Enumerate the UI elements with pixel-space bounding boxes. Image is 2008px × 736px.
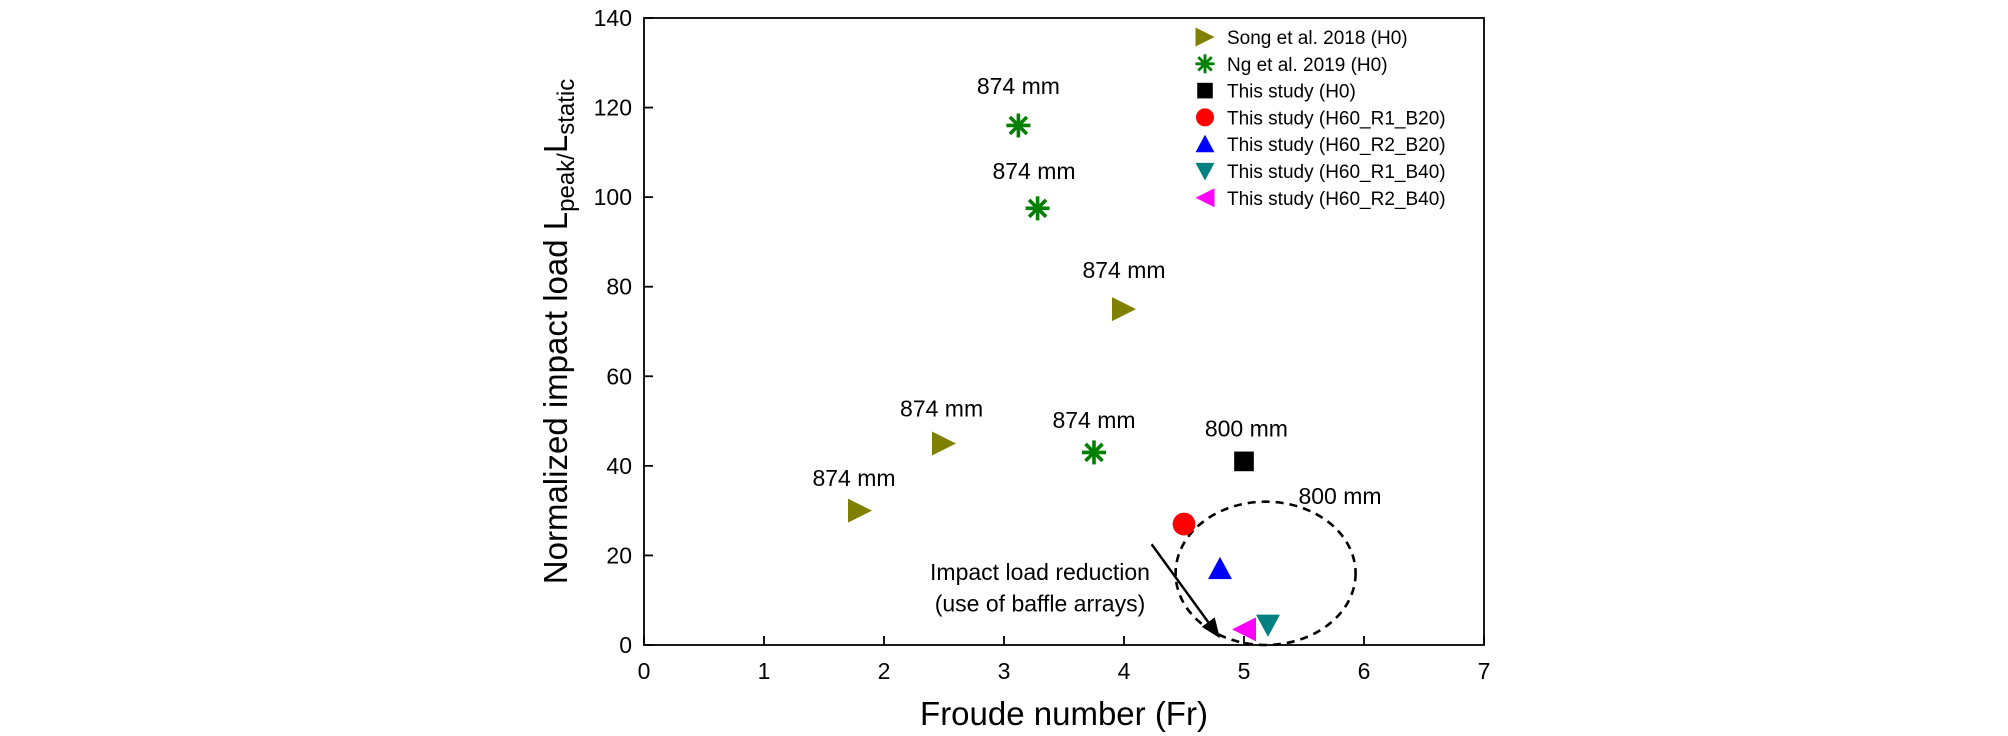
asterisk-stroke (1008, 115, 1029, 136)
annotation-label: 874 mm (812, 465, 895, 491)
legend-label: This study (H0) (1227, 82, 1356, 103)
data-point (932, 431, 956, 456)
annotation-label: (use of baffle arrays) (935, 590, 1146, 616)
y-tick-label: 120 (594, 95, 632, 121)
legend-marker (1195, 162, 1215, 181)
legend-label: This study (H60_R1_B40) (1227, 162, 1446, 183)
y-tick-label: 100 (594, 184, 632, 210)
annotations-layer: 874 mm 874 mm 874 mm 874 mm 874 mm 874 mm 800 … (812, 73, 1382, 647)
legend-marker (1195, 27, 1215, 47)
legend-marker (1195, 108, 1215, 127)
data-point (1082, 440, 1106, 465)
legend-label: Ng et al. 2019 (H0) (1227, 55, 1388, 76)
x-tick-label: 5 (1238, 658, 1251, 684)
legend-label: This study (H60_R2_B40) (1227, 189, 1446, 210)
y-tick-label: 80 (606, 274, 632, 300)
annotation-label: 874 mm (977, 73, 1060, 99)
data-point (1234, 451, 1254, 472)
reduction-arrow-line (1150, 543, 1210, 623)
annotation-label: Impact load reduction (930, 559, 1150, 585)
legend-label: This study (H60_R2_B20) (1227, 135, 1446, 156)
data-points-layer (848, 113, 1280, 642)
annotation-label: 800 mm (1298, 483, 1381, 509)
legend: Song et al. 2018 (H0) Ng et al. 2019 (H0)… (1195, 27, 1446, 210)
y-axis-title-sub2: static (553, 79, 580, 135)
y-axis-title: Normalized impact load Lpeak/Lstatic (537, 79, 580, 584)
legend-label: This study (H60_R1_B20) (1227, 108, 1446, 129)
x-tick-label: 1 (758, 658, 771, 684)
x-tick-label: 4 (1118, 658, 1131, 684)
annotation-label: 800 mm (1205, 416, 1288, 442)
x-axis-title: Froude number (Fr) (920, 695, 1208, 732)
asterisk-stroke (1084, 442, 1104, 463)
data-point (1172, 512, 1196, 536)
legend-label: Song et al. 2018 (H0) (1227, 28, 1408, 49)
y-axis-title-main: Normalized impact load L (537, 212, 574, 584)
data-point (1025, 196, 1050, 221)
asterisk-stroke (1027, 198, 1048, 219)
data-point (1112, 297, 1136, 322)
y-axis-title-main2: L (537, 135, 574, 153)
x-tick-label: 3 (998, 658, 1011, 684)
x-tick-label: 0 (638, 658, 651, 684)
legend-marker (1197, 82, 1213, 99)
y-tick-label: 20 (606, 542, 632, 568)
x-tick-label: 2 (878, 658, 891, 684)
legend-marker (1195, 54, 1215, 74)
y-tick-label: 140 (594, 5, 632, 31)
y-tick-label: 0 (619, 632, 632, 658)
annotation-label: 874 mm (900, 396, 983, 422)
data-point (1208, 556, 1232, 580)
annotation-label: 874 mm (992, 158, 1075, 184)
y-tick-label: 40 (606, 453, 632, 479)
plot-area-frame (643, 17, 1485, 646)
x-tick-label: 6 (1358, 658, 1371, 684)
data-point (1232, 617, 1256, 642)
y-tick-label: 60 (606, 363, 632, 389)
ticks-layer: 0 1 2 3 4 5 6 7 0 20 40 60 80 100 120 140 (594, 5, 1491, 684)
legend-marker (1195, 134, 1215, 153)
data-point (1006, 113, 1031, 138)
data-point (1256, 614, 1280, 637)
x-tick-label: 7 (1478, 658, 1491, 684)
y-axis-title-sub: peak/ (553, 153, 580, 212)
data-point (848, 498, 872, 523)
annotation-label: 874 mm (1082, 257, 1165, 283)
asterisk-stroke (1197, 56, 1213, 72)
reduction-arrow-head (1201, 617, 1220, 639)
annotation-label: 874 mm (1052, 407, 1135, 433)
legend-marker (1195, 188, 1215, 208)
